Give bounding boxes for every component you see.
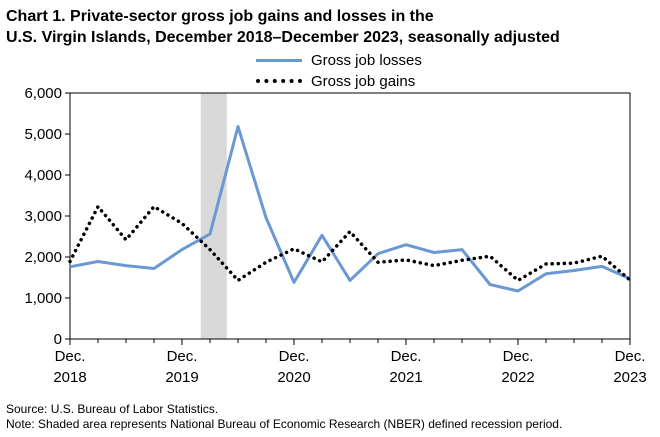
x-tick-label-year: 2021 (389, 369, 422, 386)
x-tick-label-year: 2018 (53, 369, 86, 386)
shading-note: Note: Shaded area represents National Bu… (6, 417, 563, 431)
legend-label-losses: Gross job losses (311, 52, 422, 69)
chart-title-line-2: U.S. Virgin Islands, December 2018–Decem… (6, 29, 560, 46)
x-tick-label-month: Dec. (55, 348, 86, 365)
plot-area-frame (69, 92, 631, 340)
x-tick-label-month: Dec. (167, 348, 198, 365)
footnotes: Source: U.S. Bureau of Labor Statistics.… (6, 402, 562, 432)
line-chart: 0 1,000 2,000 3,000 4,000 5,000 6,000 Dec. 2018 D… (24, 85, 646, 386)
y-tick-label: 1,000 (24, 290, 62, 307)
y-tick-label: 3,000 (24, 208, 62, 225)
legend-swatch-losses (256, 59, 302, 62)
chart-title-line-1: Chart 1. Private-sector gross job gains … (6, 8, 434, 25)
x-tick-label-month: Dec. (615, 348, 646, 365)
x-tick-label-year: 2022 (501, 369, 534, 386)
legend-swatch-gains (256, 79, 302, 83)
y-tick-label: 2,000 (24, 249, 62, 266)
y-tick-label: 4,000 (24, 167, 62, 184)
x-tick-label-month: Dec. (391, 348, 422, 365)
source-note: Source: U.S. Bureau of Labor Statistics. (6, 402, 219, 416)
x-tick-label-month: Dec. (503, 348, 534, 365)
legend-label-gains: Gross job gains (311, 73, 416, 90)
y-tick-label: 0 (54, 331, 62, 348)
series-line-gross-job-losses (69, 125, 631, 293)
series-line-gross-job-gains (68, 204, 632, 283)
y-tick-label: 6,000 (24, 85, 62, 102)
chart-title: Chart 1. Private-sector gross job gains … (6, 6, 656, 48)
y-tick-label: 5,000 (24, 126, 62, 143)
x-tick-label-month: Dec. (279, 348, 310, 365)
x-tick-label-year: 2019 (165, 369, 198, 386)
x-tick-label-year: 2023 (613, 369, 646, 386)
x-tick-label-year: 2020 (277, 369, 310, 386)
